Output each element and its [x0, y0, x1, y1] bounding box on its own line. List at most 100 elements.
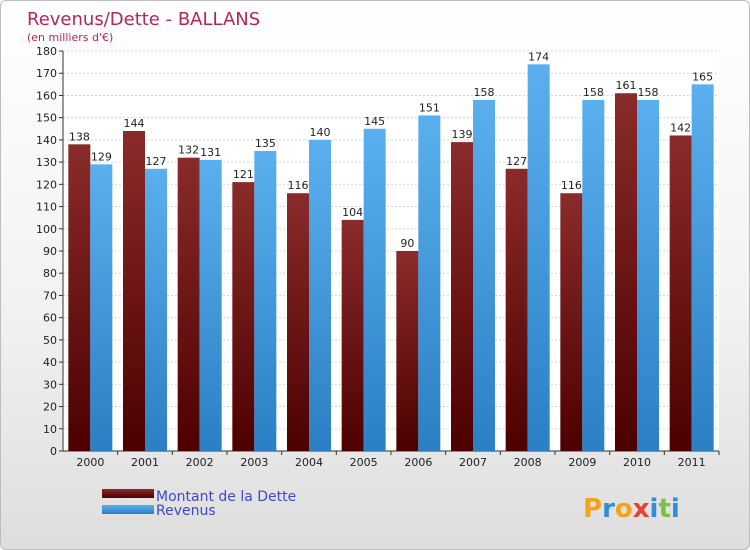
bar-debt [232, 182, 255, 451]
grid [63, 50, 719, 451]
y-tick-label: 40 [43, 356, 57, 369]
data-label: 131 [200, 146, 221, 159]
x-tick-label: 2010 [623, 456, 651, 469]
axes: 0 10 20 30 40 50 60 70 80 90 100 110 120 130 140 150 160… [36, 45, 720, 469]
x-tick-label: 2009 [568, 456, 596, 469]
data-label: 129 [91, 150, 112, 163]
y-tick-label: 140 [36, 134, 57, 147]
y-tick-label: 170 [36, 67, 57, 80]
x-tick-label: 2001 [131, 456, 159, 469]
logo-letter: t [658, 494, 670, 524]
x-tick-label: 2000 [76, 456, 104, 469]
bar-debt [123, 131, 145, 451]
bar-debt [505, 168, 528, 451]
data-label: 142 [670, 121, 691, 134]
data-label: 132 [178, 144, 199, 157]
data-label: 158 [474, 86, 495, 99]
x-tick-label: 2007 [459, 456, 487, 469]
y-tick-label: 70 [43, 289, 57, 302]
chart-title: Revenus/Dette - BALLANS [27, 9, 260, 30]
legend-label-debt: Montant de la Dette [156, 489, 296, 505]
y-tick-label: 100 [36, 223, 57, 236]
bar-debt [615, 93, 637, 451]
data-label: 140 [310, 126, 331, 139]
bar-debt [669, 135, 692, 451]
y-tick-label: 90 [43, 245, 57, 258]
data-label: 127 [506, 155, 527, 168]
y-tick-label: 80 [43, 267, 57, 280]
proxiti-logo: Proxiti [583, 494, 680, 524]
legend: Montant de la Dette Revenus [102, 489, 296, 519]
bar-debt [396, 251, 419, 451]
chart-subtitle: (en milliers d'€) [27, 31, 113, 44]
logo-letter: o [615, 494, 633, 524]
data-label: 165 [692, 70, 713, 83]
bar-debt [451, 142, 473, 451]
y-tick-label: 60 [43, 312, 57, 325]
data-label: 121 [233, 168, 254, 181]
data-label: 139 [452, 128, 473, 141]
data-label: 104 [342, 206, 363, 219]
bar-revenus [582, 99, 605, 451]
x-tick-label: 2006 [404, 456, 432, 469]
y-tick-label: 10 [43, 423, 57, 436]
bar-revenus [637, 99, 659, 451]
y-tick-label: 120 [36, 178, 57, 191]
logo-letter: x [633, 494, 650, 524]
bar-debt [341, 219, 364, 451]
legend-swatch-revenus [102, 505, 154, 514]
data-label: 158 [583, 86, 604, 99]
data-label: 158 [638, 86, 659, 99]
y-tick-label: 180 [36, 45, 57, 58]
logo-letter: r [602, 494, 615, 524]
bar-debt [177, 157, 200, 451]
bar-revenus [309, 139, 331, 451]
bar-debt [287, 193, 309, 451]
data-label: 145 [364, 115, 385, 128]
y-tick-label: 20 [43, 401, 57, 414]
y-tick-label: 150 [36, 112, 57, 125]
data-label: 127 [146, 155, 167, 168]
bar-revenus [418, 115, 441, 451]
bar-debt [560, 193, 583, 451]
bar-revenus [199, 159, 222, 451]
bar-revenus [145, 168, 167, 451]
bars [68, 64, 714, 452]
legend-swatch-debt [102, 489, 154, 498]
data-label: 138 [69, 130, 90, 143]
bar-revenus [254, 151, 277, 451]
x-tick-label: 2003 [240, 456, 268, 469]
bar-revenus [363, 128, 386, 451]
y-tick-label: 50 [43, 334, 57, 347]
logo-letter: i [650, 494, 659, 524]
y-tick-label: 30 [43, 378, 57, 391]
y-tick-label: 130 [36, 156, 57, 169]
legend-label-revenus: Revenus [156, 503, 216, 519]
data-label: 144 [124, 117, 145, 130]
y-tick-label: 0 [50, 445, 57, 458]
data-label: 90 [400, 237, 414, 250]
x-tick-label: 2008 [514, 456, 542, 469]
data-label: 116 [288, 179, 309, 192]
data-label: 151 [419, 101, 440, 114]
x-tick-label: 2004 [295, 456, 323, 469]
y-tick-label: 110 [36, 201, 57, 214]
data-label: 161 [616, 79, 637, 92]
logo-letter: i [671, 494, 680, 524]
bar-revenus [527, 64, 550, 452]
x-tick-label: 2005 [350, 456, 378, 469]
y-tick-label: 160 [36, 89, 57, 102]
data-label: 116 [561, 179, 582, 192]
bar-revenus [691, 84, 714, 451]
x-tick-label: 2011 [678, 456, 706, 469]
x-tick-label: 2002 [186, 456, 214, 469]
proxiti-logo-text: Proxiti [583, 494, 680, 524]
logo-letter: P [583, 494, 602, 524]
data-label: 135 [255, 137, 276, 150]
bar-debt [68, 144, 91, 452]
bar-revenus [473, 99, 495, 451]
data-label: 174 [528, 50, 549, 63]
